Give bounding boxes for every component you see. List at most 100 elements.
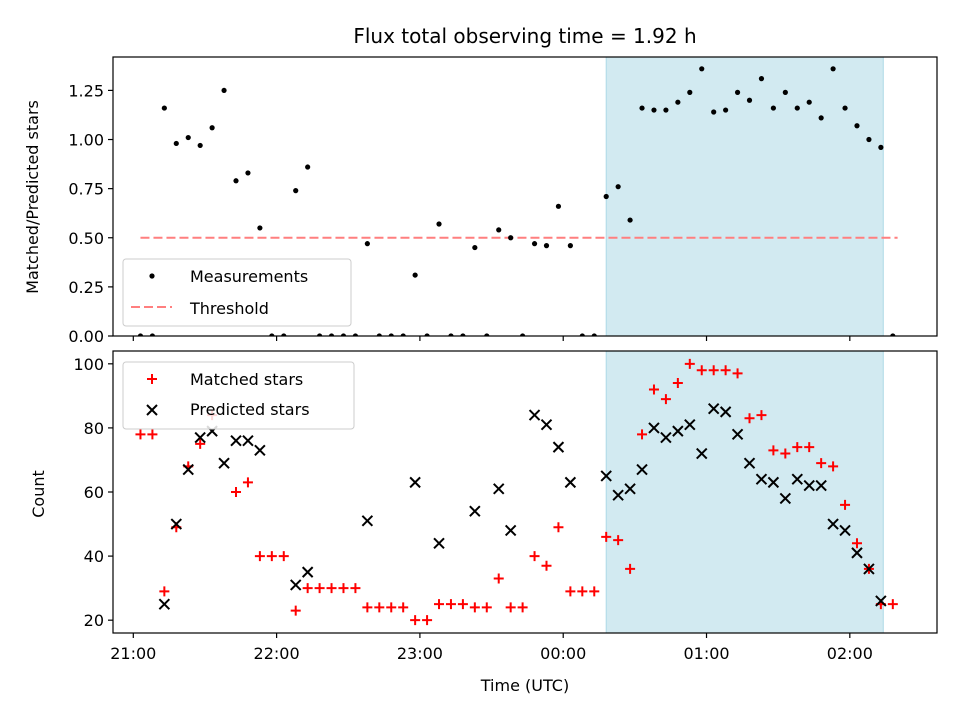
matched-star-point — [529, 551, 540, 562]
matched-star-point — [804, 442, 815, 453]
predicted-star-point — [779, 492, 792, 505]
matched-star-point — [684, 358, 695, 369]
legend-predicted-label: Predicted stars — [190, 400, 310, 419]
predicted-star-point — [660, 431, 672, 444]
predicted-star-point — [612, 489, 624, 501]
matched-star-point — [481, 602, 492, 613]
matched-star-point — [386, 602, 397, 613]
matched-star-point — [266, 551, 277, 562]
measurement-point — [484, 333, 490, 336]
measurement-point — [591, 333, 597, 336]
measurement-point — [316, 333, 323, 336]
predicted-star-point — [696, 447, 708, 460]
measurement-point — [579, 333, 585, 336]
predicted-star-point — [624, 483, 636, 495]
matched-star-point — [720, 365, 731, 376]
measurement-point — [424, 333, 430, 336]
measurement-point — [818, 115, 824, 121]
predicted-star-point — [230, 435, 242, 447]
matched-star-point — [326, 583, 337, 594]
measurement-point — [460, 333, 466, 336]
predicted-star-point — [218, 457, 230, 469]
predicted-star-point — [839, 524, 851, 537]
predicted-star-point — [707, 402, 720, 415]
matched-star-point — [708, 365, 719, 376]
matched-star-point — [816, 458, 827, 469]
measurement-point — [245, 170, 251, 176]
measurement-point — [436, 221, 442, 227]
measurement-point — [376, 333, 382, 336]
measurement-point — [758, 76, 765, 82]
measurement-point — [555, 203, 562, 209]
top-y-tick-label: 1.00 — [68, 131, 104, 150]
matched-star-point — [159, 586, 170, 597]
matched-star-point — [672, 378, 683, 389]
matched-star-point — [410, 615, 421, 626]
top-y-tick-label: 0.00 — [68, 327, 104, 346]
top-y-tick-label: 0.50 — [68, 229, 104, 248]
matched-star-point — [840, 499, 851, 510]
matched-star-point — [744, 413, 755, 424]
measurement-point — [293, 188, 299, 194]
chart-title: Flux total observing time = 1.92 h — [353, 24, 696, 48]
measurement-point — [687, 89, 693, 95]
matched-star-point — [648, 384, 659, 395]
matched-star-point — [613, 535, 624, 546]
predicted-star-point — [194, 431, 206, 444]
measurement-point — [257, 225, 263, 231]
x-tick-label: 23:00 — [397, 644, 443, 663]
matched-star-point — [541, 560, 552, 571]
legend-predicted-marker — [146, 404, 158, 416]
x-tick-label: 01:00 — [683, 644, 729, 663]
predicted-star-point — [409, 476, 421, 489]
measurement-point — [543, 243, 550, 249]
matched-star-point — [660, 394, 671, 405]
matched-star-point — [457, 599, 468, 610]
measurement-point — [221, 87, 227, 94]
bottom-legend: Matched stars Predicted stars — [122, 361, 355, 430]
top-y-tick-label: 1.25 — [68, 81, 104, 100]
legend-threshold-label: Threshold — [189, 299, 269, 318]
top-marks — [137, 66, 898, 336]
predicted-star-point — [863, 563, 875, 575]
measurement-point — [496, 227, 502, 233]
matched-star-point — [231, 487, 242, 497]
measurement-point — [137, 333, 144, 336]
predicted-star-point — [743, 457, 756, 469]
measurement-point — [412, 272, 418, 278]
predicted-star-point — [254, 444, 266, 457]
matched-star-point — [195, 438, 206, 449]
measurement-point — [185, 134, 191, 141]
measurement-point — [209, 125, 215, 131]
predicted-star-point — [600, 470, 612, 482]
measurement-point — [388, 333, 394, 336]
measurement-point — [352, 333, 359, 336]
bottom-y-axis-label: Count — [29, 470, 48, 518]
measurement-point — [567, 243, 573, 249]
measurement-point — [161, 105, 167, 111]
bottom-y-tick-label: 100 — [73, 355, 104, 374]
predicted-star-point — [672, 425, 684, 437]
measurement-point — [699, 66, 705, 72]
matched-star-point — [242, 477, 253, 488]
predicted-star-point — [493, 483, 505, 495]
x-tick-label: 02:00 — [827, 644, 873, 663]
x-tick-label: 22:00 — [254, 644, 300, 663]
predicted-star-point — [791, 473, 803, 485]
predicted-star-point — [755, 473, 768, 485]
measurement-point — [340, 333, 347, 336]
measurement-point — [842, 105, 848, 111]
predicted-star-point — [290, 579, 302, 591]
predicted-star-point — [815, 479, 827, 492]
measurement-point — [305, 164, 311, 170]
measurement-point — [197, 142, 203, 149]
measurement-point — [281, 333, 287, 336]
measurement-point — [603, 193, 609, 200]
measurement-point — [675, 99, 681, 105]
predicted-star-point — [767, 476, 780, 489]
measurement-point — [448, 333, 454, 336]
predicted-star-point — [469, 505, 481, 517]
predicted-star-point — [636, 463, 648, 476]
predicted-star-point — [564, 476, 577, 489]
legend-matched-label: Matched stars — [190, 370, 303, 389]
